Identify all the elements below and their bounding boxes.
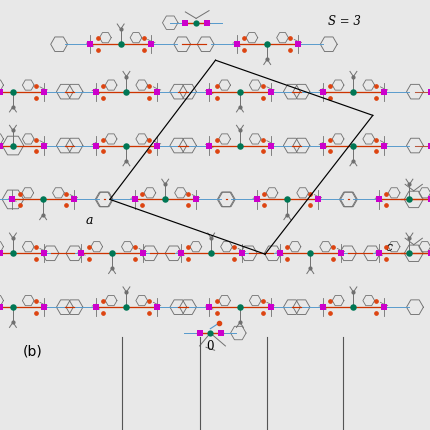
Text: a: a (85, 214, 92, 227)
Text: 0: 0 (206, 339, 214, 352)
Text: S = 3: S = 3 (328, 15, 360, 28)
Text: c: c (385, 241, 392, 254)
Text: (b): (b) (22, 344, 42, 357)
